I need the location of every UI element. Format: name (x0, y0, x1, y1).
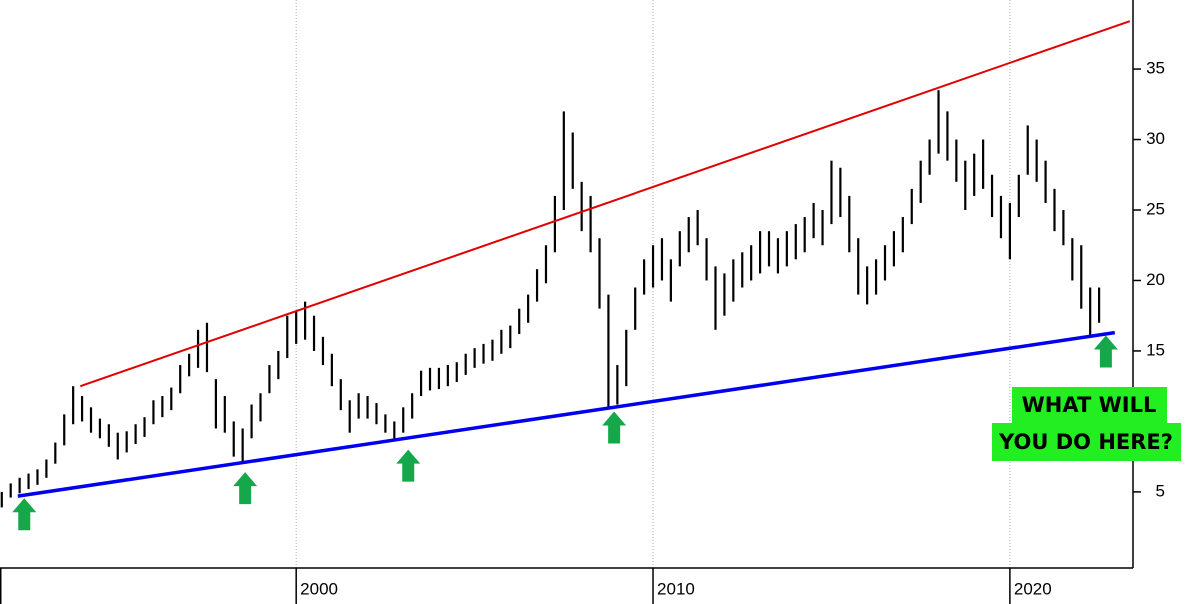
annotation-text: YOU DO HERE? (998, 430, 1173, 454)
y-tick-label: 20 (1146, 270, 1165, 289)
annotation-box (1012, 387, 1167, 423)
annotation: WHAT WILL YOU DO HERE? (992, 387, 1181, 461)
trend-line (17, 330, 1116, 498)
x-tick-label: 2000 (300, 579, 338, 598)
y-tick-label: 5 (1156, 481, 1165, 500)
price-bars (0, 90, 1101, 508)
annotation-box (992, 423, 1181, 461)
y-tick-label: 15 (1146, 340, 1165, 359)
arrow (396, 449, 421, 482)
arrows (12, 335, 1118, 531)
arrow (602, 411, 627, 444)
trend-line (79, 20, 1131, 388)
x-tick-label: 2020 (1014, 579, 1052, 598)
arrow (1093, 335, 1118, 368)
y-tick-label: 25 (1146, 199, 1165, 218)
y-tick-label: 30 (1146, 129, 1165, 148)
arrow (12, 498, 37, 531)
y-tick-label: 35 (1146, 59, 1165, 78)
trend-lines (17, 20, 1131, 498)
annotation-text: WHAT WILL (1022, 393, 1157, 417)
arrow (233, 472, 258, 505)
axes: 2000201020205101520253035 (295, 59, 1165, 604)
x-tick-label: 2010 (657, 579, 695, 598)
